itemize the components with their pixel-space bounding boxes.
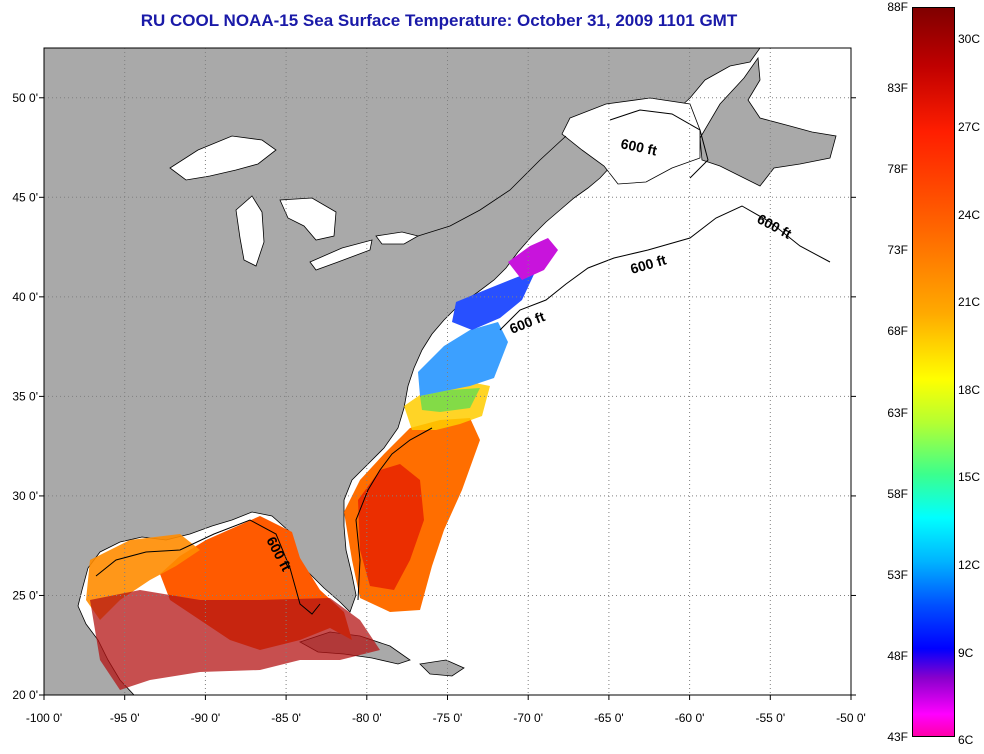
celsius-label: 12C [958, 558, 981, 573]
lon-tick-label: -90 0' [191, 711, 221, 725]
atlantic-sst-coldest [508, 238, 558, 280]
fahrenheit-label: 68F [887, 324, 908, 339]
map-title: RU COOL NOAA-15 Sea Surface Temperature:… [140, 11, 738, 30]
fahrenheit-label: 48F [887, 648, 908, 663]
celsius-label: 15C [958, 470, 981, 485]
lon-tick-label: -65 0' [594, 711, 624, 725]
lon-tick-label: -50 0' [836, 711, 866, 725]
celsius-label: 30C [958, 32, 981, 47]
lon-tick-label: -55 0' [755, 711, 785, 725]
axis-ticks: -100 0' -95 0' -90 0' -85 0' -80 0' -75 0' -70… [12, 91, 865, 725]
newfoundland [699, 56, 837, 187]
lake-ontario [375, 231, 420, 245]
lake-erie [309, 239, 373, 271]
lon-tick-label: -80 0' [352, 711, 382, 725]
lat-tick-label: 25 0' [12, 588, 38, 602]
colorbar [912, 7, 955, 737]
fahrenheit-label: 73F [887, 243, 908, 258]
fahrenheit-label: 88F [887, 0, 908, 14]
lon-tick-label: -75 0' [433, 711, 463, 725]
lat-tick-label: 20 0' [12, 688, 38, 702]
hispaniola [419, 659, 465, 677]
lake-superior [169, 135, 277, 181]
celsius-label: 9C [958, 645, 974, 660]
lat-tick-label: 45 0' [12, 190, 38, 204]
lon-tick-label: -70 0' [513, 711, 543, 725]
contour-600ft-north [499, 205, 831, 331]
celsius-label: 27C [958, 120, 981, 135]
lon-tick-label: -95 0' [110, 711, 140, 725]
celsius-label: 18C [958, 382, 981, 397]
celsius-label: 24C [958, 207, 981, 222]
contour-label: 600 ft [619, 135, 658, 158]
lat-tick-label: 35 0' [12, 389, 38, 403]
fahrenheit-label: 53F [887, 567, 908, 582]
celsius-label: 21C [958, 295, 981, 310]
fahrenheit-label: 63F [887, 405, 908, 420]
lon-tick-label: -60 0' [675, 711, 705, 725]
grid-lines [44, 48, 851, 695]
lake-huron [279, 197, 337, 241]
gulf-sst-south [90, 590, 380, 690]
atlantic-sst-cool [418, 322, 508, 396]
atlantic-sst-warm [358, 464, 424, 590]
fahrenheit-label: 43F [887, 730, 908, 744]
atlantic-sst-cold [452, 270, 536, 330]
celsius-label: 6C [958, 733, 974, 748]
contour-600ft-bay [609, 109, 709, 179]
fahrenheit-label: 78F [887, 162, 908, 177]
contour-600ft-gulf [95, 519, 321, 615]
contour-600ft-atlantic [355, 427, 433, 601]
lon-tick-label: -85 0' [271, 711, 301, 725]
st-lawrence-river [417, 135, 567, 237]
lat-tick-label: 50 0' [12, 91, 38, 105]
fahrenheit-label: 83F [887, 81, 908, 96]
lat-tick-label: 40 0' [12, 290, 38, 304]
land-mass [44, 48, 761, 695]
lon-tick-label: -100 0' [26, 711, 62, 725]
lat-tick-label: 30 0' [12, 489, 38, 503]
atlantic-sst-green [420, 388, 480, 412]
gulf-of-st-lawrence [561, 97, 701, 185]
lake-michigan [235, 195, 265, 267]
fahrenheit-label: 58F [887, 486, 908, 501]
